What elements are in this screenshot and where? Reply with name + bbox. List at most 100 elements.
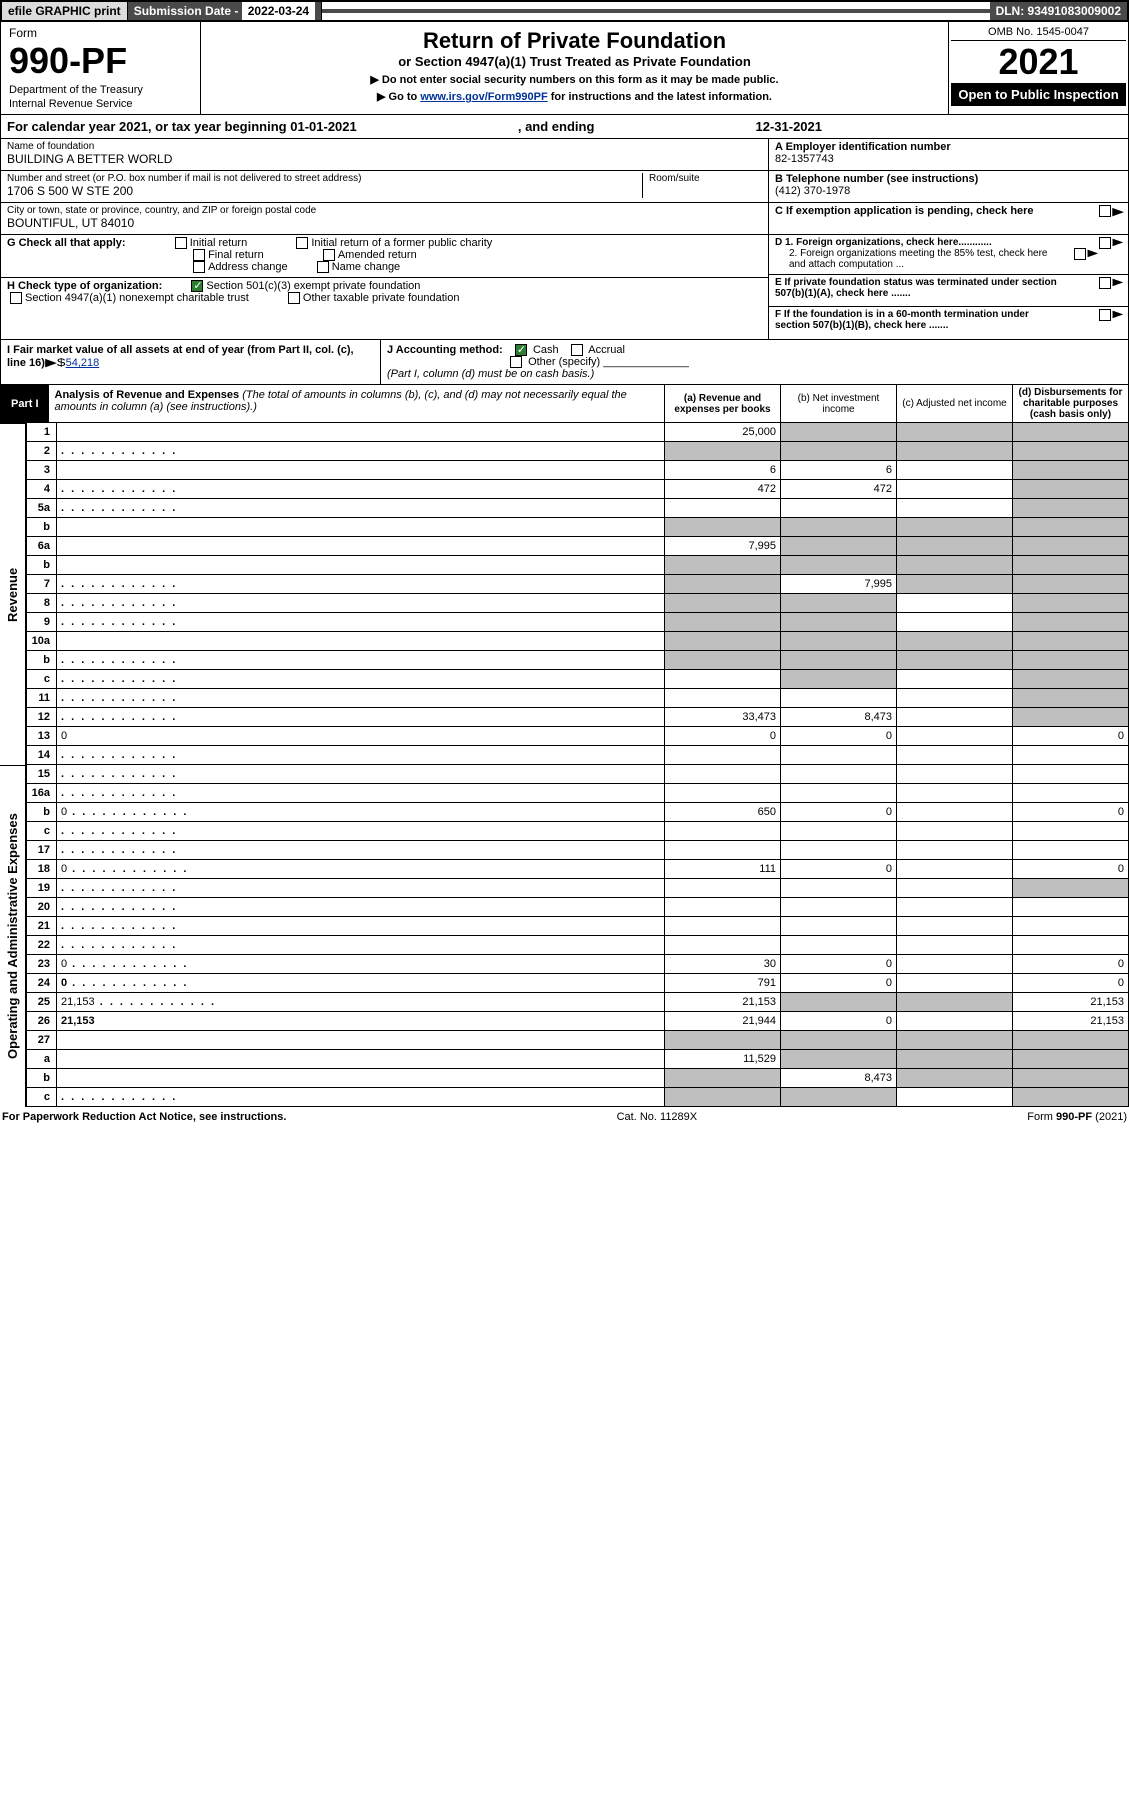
table-row: 5a	[27, 499, 1129, 518]
4947a1-checkbox[interactable]	[10, 292, 22, 304]
cell-c	[897, 708, 1013, 727]
other-taxable-checkbox[interactable]	[288, 292, 300, 304]
table-row: 2	[27, 442, 1129, 461]
cell-a: 25,000	[665, 423, 781, 442]
row-num: 5a	[27, 499, 57, 518]
cell-d	[1013, 822, 1129, 841]
open-inspection: Open to Public Inspection	[951, 83, 1126, 106]
table-row: 24079100	[27, 974, 1129, 993]
cell-a	[665, 936, 781, 955]
table-row: b	[27, 556, 1129, 575]
row-desc: 0	[57, 860, 665, 879]
amended-return-checkbox[interactable]	[323, 249, 335, 261]
efile-label[interactable]: efile GRAPHIC print	[2, 2, 128, 20]
cell-b: 0	[781, 955, 897, 974]
cell-d: 21,153	[1013, 993, 1129, 1012]
row-desc	[57, 518, 665, 537]
row-num: 14	[27, 746, 57, 765]
row-num: b	[27, 518, 57, 537]
year-end: 12-31-2021	[756, 119, 823, 134]
cell-d: 21,153	[1013, 1012, 1129, 1031]
cell-d	[1013, 689, 1129, 708]
form-note2: ▶ Go to www.irs.gov/Form990PF for instru…	[211, 90, 938, 103]
foundation-address: 1706 S 500 W STE 200	[7, 184, 642, 198]
cell-a	[665, 556, 781, 575]
j-accounting-cell: J Accounting method: Cash Accrual Other …	[381, 340, 1128, 384]
arrow-icon: ▶	[1113, 237, 1124, 248]
d2-checkbox[interactable]	[1074, 248, 1086, 260]
501c3-checkbox[interactable]	[191, 280, 203, 292]
row-desc: 21,153	[57, 993, 665, 1012]
form-title: Return of Private Foundation	[211, 28, 938, 54]
cell-c	[897, 955, 1013, 974]
cell-c	[897, 898, 1013, 917]
footer: For Paperwork Reduction Act Notice, see …	[0, 1107, 1129, 1127]
cell-b: 8,473	[781, 708, 897, 727]
cell-b	[781, 993, 897, 1012]
other-method-checkbox[interactable]	[510, 356, 522, 368]
cell-a: 11,529	[665, 1050, 781, 1069]
row-desc	[57, 822, 665, 841]
cell-a	[665, 822, 781, 841]
cell-b	[781, 746, 897, 765]
cell-d	[1013, 461, 1129, 480]
cell-a	[665, 670, 781, 689]
name-change-checkbox[interactable]	[317, 261, 329, 273]
table-row: 2521,15321,15321,153	[27, 993, 1129, 1012]
initial-return-checkbox[interactable]	[175, 237, 187, 249]
i-fmv-cell: I Fair market value of all assets at end…	[1, 340, 381, 384]
cell-d	[1013, 765, 1129, 784]
col-b-head: (b) Net investment income	[780, 385, 896, 422]
h-check-row: H Check type of organization: Section 50…	[1, 278, 768, 308]
cash-checkbox[interactable]	[515, 344, 527, 356]
cell-a	[665, 746, 781, 765]
table-row: b065000	[27, 803, 1129, 822]
cell-b	[781, 499, 897, 518]
foundation-name: BUILDING A BETTER WORLD	[7, 152, 762, 166]
row-num: 3	[27, 461, 57, 480]
row-num: b	[27, 651, 57, 670]
cell-c	[897, 1069, 1013, 1088]
table-row: 2303000	[27, 955, 1129, 974]
row-desc	[57, 632, 665, 651]
fmv-value[interactable]: 54,218	[66, 357, 100, 369]
form-link[interactable]: www.irs.gov/Form990PF	[420, 91, 547, 103]
row-num: 15	[27, 765, 57, 784]
cell-d	[1013, 632, 1129, 651]
cell-b	[781, 765, 897, 784]
address-change-checkbox[interactable]	[193, 261, 205, 273]
row-num: 1	[27, 423, 57, 442]
room-label: Room/suite	[649, 173, 762, 184]
final-return-checkbox[interactable]	[193, 249, 205, 261]
c-checkbox[interactable]	[1099, 205, 1111, 217]
cell-d: 0	[1013, 803, 1129, 822]
tax-year: 2021	[951, 41, 1126, 83]
cell-d	[1013, 518, 1129, 537]
cell-a	[665, 841, 781, 860]
cell-c	[897, 632, 1013, 651]
header-mid: Return of Private Foundation or Section …	[201, 22, 948, 114]
g-check-row: G Check all that apply: Initial return I…	[1, 235, 768, 278]
initial-former-checkbox[interactable]	[296, 237, 308, 249]
cell-a	[665, 632, 781, 651]
row-desc	[57, 784, 665, 803]
part1-label: Part I	[1, 385, 49, 422]
accrual-checkbox[interactable]	[571, 344, 583, 356]
table-row: 16a	[27, 784, 1129, 803]
d1-checkbox[interactable]	[1099, 237, 1111, 249]
f-checkbox[interactable]	[1099, 309, 1111, 321]
row-num: 7	[27, 575, 57, 594]
table-row: 6a7,995	[27, 537, 1129, 556]
cell-d	[1013, 423, 1129, 442]
cell-b: 472	[781, 480, 897, 499]
cell-a	[665, 1088, 781, 1107]
row-desc	[57, 936, 665, 955]
row-desc	[57, 1069, 665, 1088]
row-desc	[57, 765, 665, 784]
dept-treasury: Department of the Treasury	[9, 84, 192, 96]
row-num: b	[27, 556, 57, 575]
table-row: 11	[27, 689, 1129, 708]
row-desc: 21,153	[57, 1012, 665, 1031]
table-row: b8,473	[27, 1069, 1129, 1088]
e-checkbox[interactable]	[1099, 277, 1111, 289]
